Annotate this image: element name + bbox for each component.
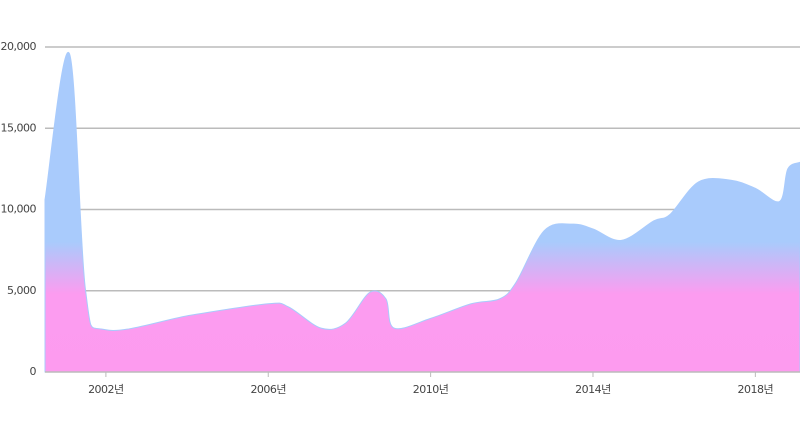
area <box>44 51 800 373</box>
y-tick-label: 5,000 <box>7 284 36 297</box>
y-tick-label: 15,000 <box>1 121 37 134</box>
x-tick-label: 2018년 <box>738 383 774 396</box>
x-tick-label: 2014년 <box>575 383 611 396</box>
y-tick-label: 10,000 <box>1 203 37 216</box>
y-tick-label: 20,000 <box>1 40 37 53</box>
x-tick-label: 2006년 <box>250 383 286 396</box>
x-tick-label: 2002년 <box>88 383 124 396</box>
y-tick-label: 0 <box>30 365 37 378</box>
x-tick-label: 2010년 <box>413 383 449 396</box>
